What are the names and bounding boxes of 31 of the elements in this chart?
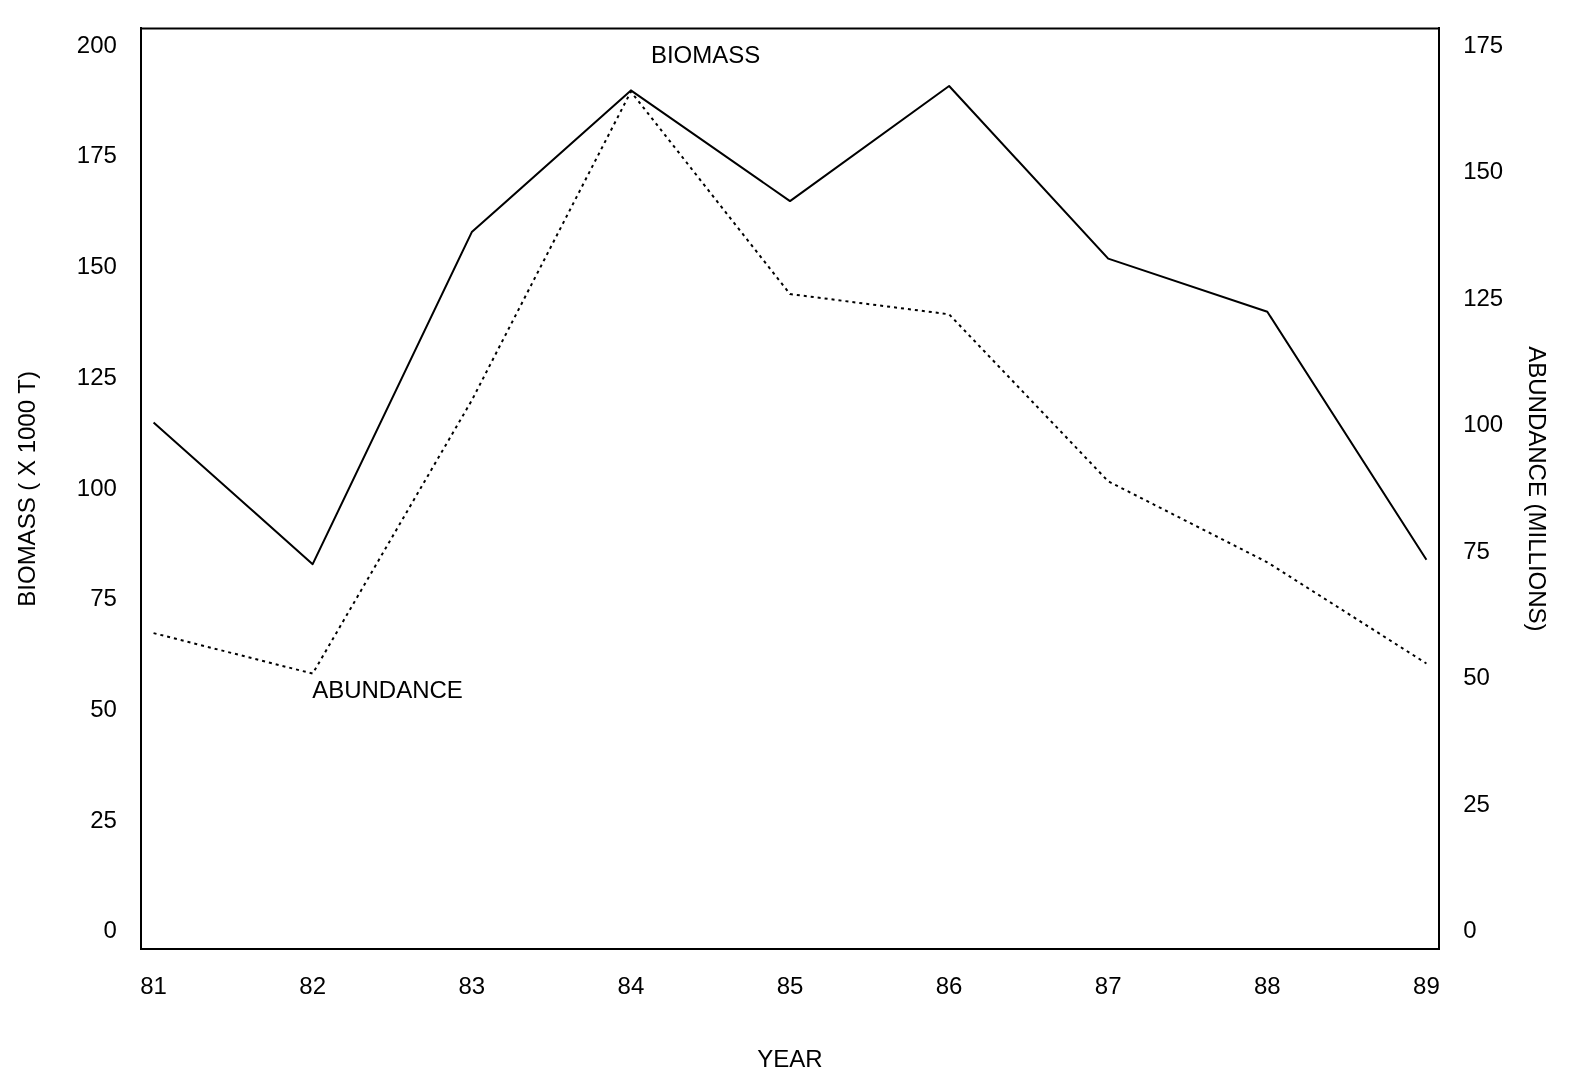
y2-tick-label: 175 [1463, 30, 1504, 58]
annotation: BIOMASS [650, 40, 761, 68]
y-tick-label: 0 [103, 916, 117, 944]
annotation: ABUNDANCE [312, 676, 463, 704]
y-tick-label: 100 [76, 473, 117, 501]
y2-tick-label: 100 [1463, 410, 1504, 438]
y-tick-label: 150 [76, 252, 117, 280]
y-tick-label: 175 [76, 141, 117, 169]
x-axis-title: YEAR [757, 1045, 823, 1073]
x-tick-label: 87 [1094, 972, 1122, 1000]
y2-tick-label: 25 [1463, 789, 1490, 817]
y-tick-label: 50 [90, 694, 117, 722]
y2-axis-title: ABUNDANCE (MILLIONS) [1523, 346, 1551, 632]
y-tick-label: 75 [90, 584, 117, 612]
y-axis-title: BIOMASS ( X 1000 T) [13, 371, 41, 607]
x-tick-label: 84 [617, 972, 645, 1000]
x-tick-label: 88 [1253, 972, 1281, 1000]
y2-tick-label: 75 [1463, 536, 1490, 564]
y-tick-label: 25 [90, 805, 117, 833]
x-tick-label: 81 [140, 972, 167, 1000]
y2-tick-label: 125 [1463, 283, 1504, 311]
x-tick-label: 89 [1413, 972, 1440, 1000]
x-tick-label: 82 [299, 972, 327, 1000]
x-tick-label: 83 [458, 972, 486, 1000]
x-tick-label: 86 [935, 972, 963, 1000]
y2-tick-label: 0 [1463, 916, 1477, 944]
y-tick-label: 200 [76, 30, 117, 58]
x-tick-label: 85 [776, 972, 804, 1000]
y2-tick-label: 150 [1463, 157, 1504, 185]
y2-tick-label: 50 [1463, 663, 1490, 691]
y-tick-label: 125 [76, 362, 117, 390]
